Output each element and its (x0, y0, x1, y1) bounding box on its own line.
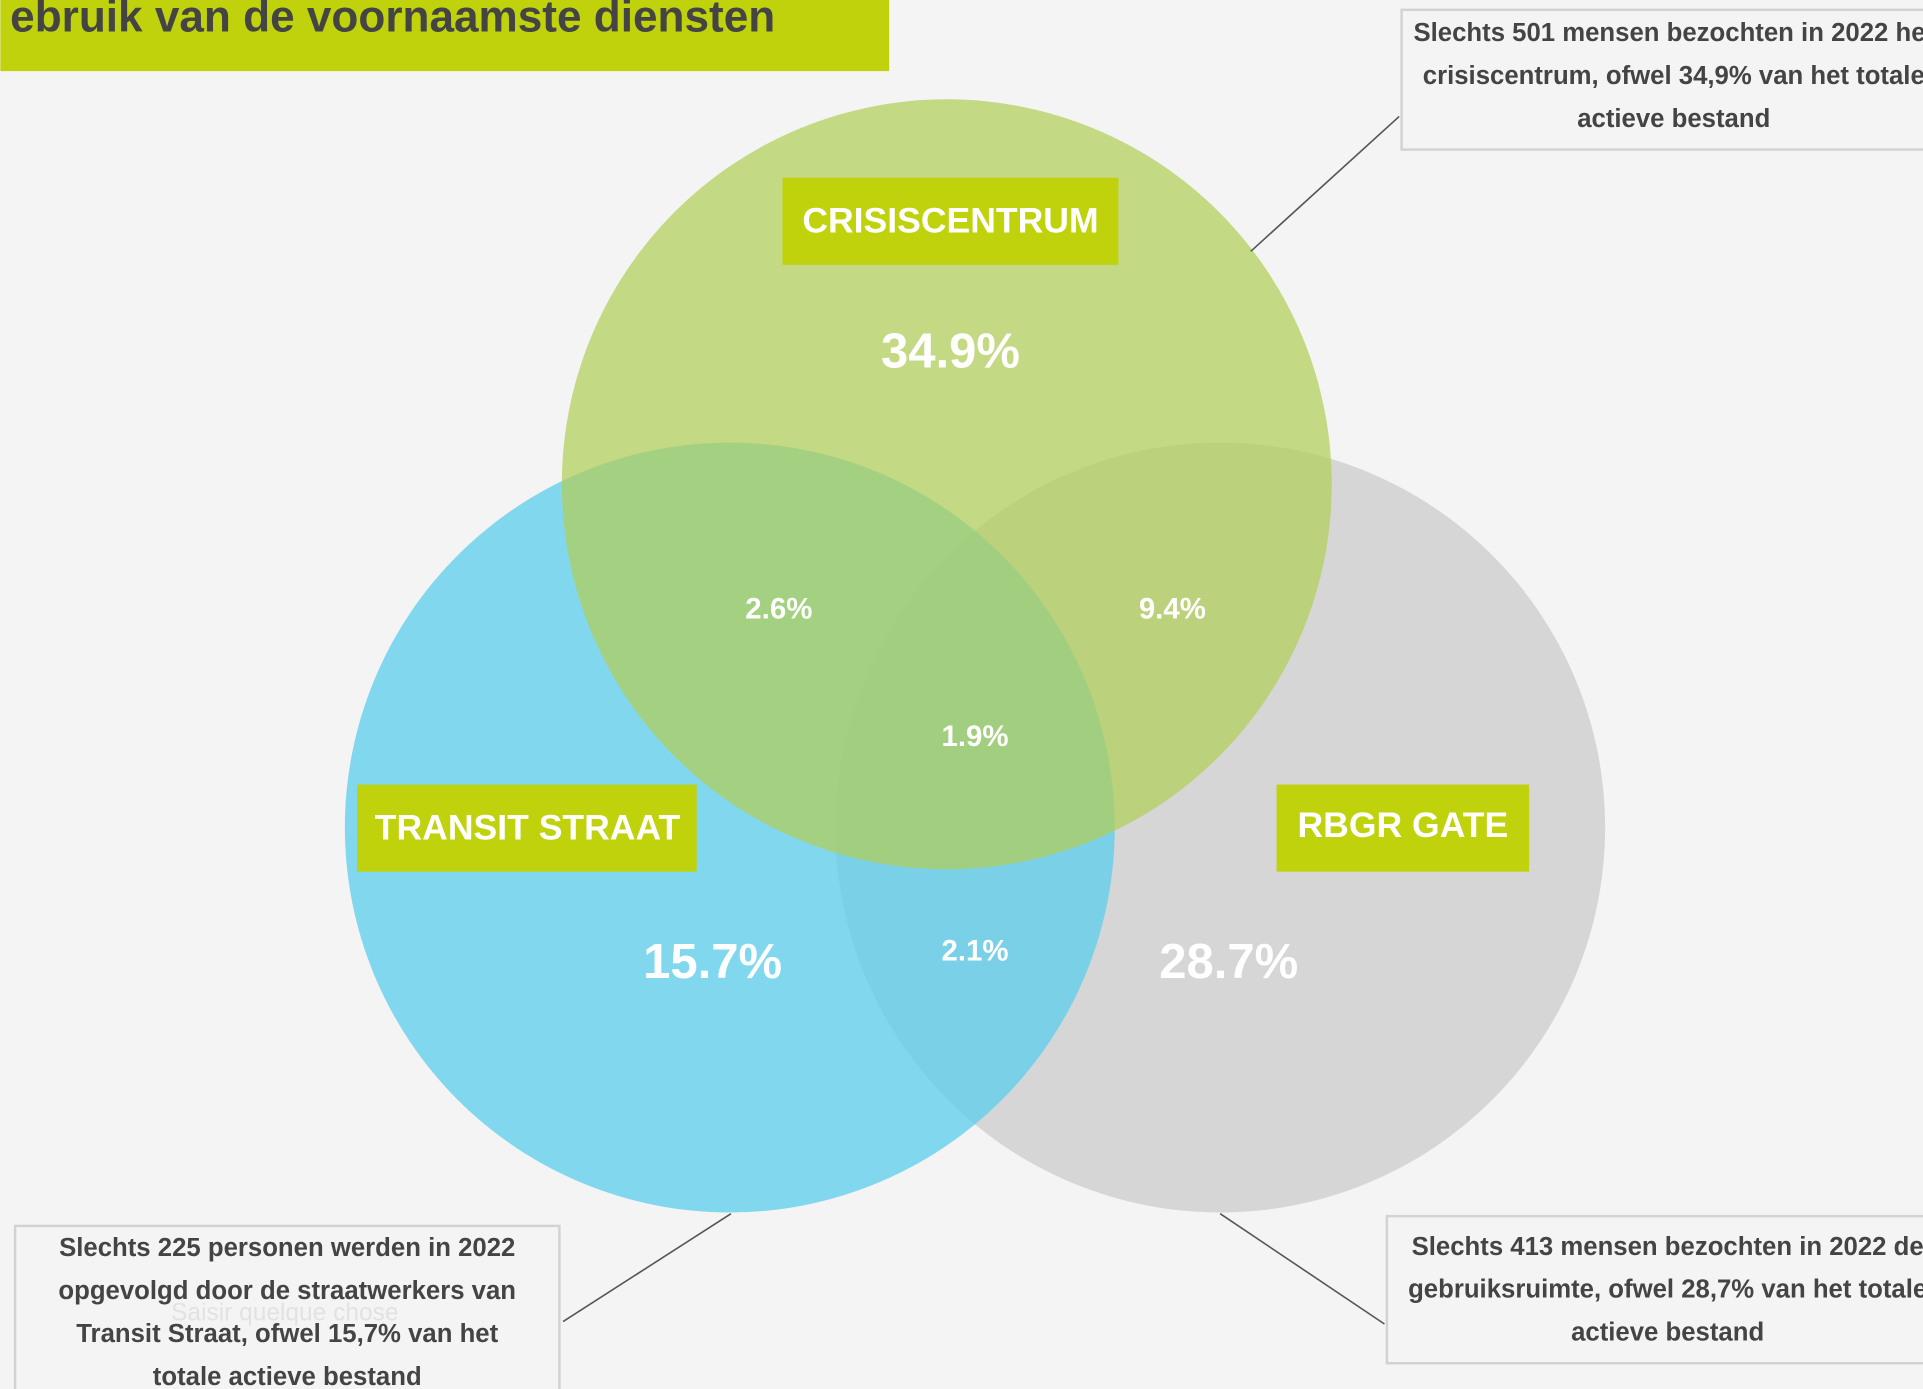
callout-text: Slechts 501 mensen bezochten in 2022 het (1413, 19, 1923, 47)
label-box (782, 177, 1119, 265)
leader-line (562, 1213, 732, 1323)
callout-texts: Slechts 501 mensen bezochten in 2022 het… (58, 19, 1923, 1389)
callout-text: actieve bestand (1577, 105, 1770, 133)
leader-line (1250, 115, 1400, 252)
set-value: 28.7% (1159, 935, 1298, 989)
set-value: 15.7% (643, 935, 782, 989)
overlap-value: 2.1% (941, 934, 1008, 967)
circle-crisis (561, 99, 1332, 870)
overlap-value: 9.4% (1139, 592, 1206, 625)
overlap-value: 2.6% (745, 592, 812, 625)
set-value: 34.9% (881, 324, 1020, 378)
set-label: TRANSIT STRAAT (375, 807, 681, 847)
overlap-value: 1.9% (941, 720, 1008, 753)
set-label: CRISISCENTRUM (802, 201, 1098, 241)
callout-box (1400, 8, 1923, 151)
callout-text: opgevolgd door de straatwerkers van (58, 1277, 516, 1305)
callout-text: gebruiksruimte, ofwel 28,7% van het tota… (1408, 1276, 1923, 1304)
title-bar (0, 0, 890, 72)
callout-text: Slechts 413 mensen bezochten in 2022 de (1412, 1233, 1923, 1261)
callout-text: actieve bestand (1571, 1319, 1764, 1347)
label-box (1276, 784, 1530, 872)
callout-box (13, 1224, 561, 1389)
label-box (357, 784, 697, 872)
callout-box (1385, 1214, 1923, 1365)
set-label: RBGR GATE (1298, 805, 1509, 845)
callout-text: Slechts 225 personen werden in 2022 (59, 1234, 515, 1262)
callout-text: Transit Straat, ofwel 15,7% van het (76, 1320, 498, 1348)
callout-text: totale actieve bestand (153, 1363, 422, 1389)
leader-line (1219, 1213, 1385, 1325)
placeholder: Saisir quelque chose (171, 1300, 398, 1327)
title: ebruik van de voornaamste diensten (10, 0, 775, 41)
callout-text: crisiscentrum, ofwel 34,9% van het total… (1423, 62, 1923, 90)
